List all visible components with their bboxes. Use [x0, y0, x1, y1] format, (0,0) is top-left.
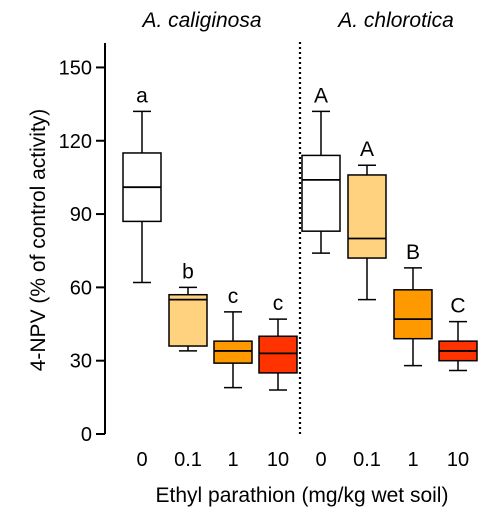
x-tick-label-1-0: 0 — [315, 449, 326, 471]
box-0-2: c — [213, 285, 253, 389]
x-tick-label-0-0: 0 — [136, 449, 147, 471]
x-tick-label-0-3: 10 — [267, 449, 289, 471]
significance-letter: a — [136, 84, 148, 107]
y-tick-label-1: 30 — [70, 351, 92, 373]
box-0-1: b — [168, 260, 208, 352]
x-tick-label-0-1: 0.1 — [174, 449, 202, 471]
x-tick-label-1-1: 0.1 — [353, 449, 381, 471]
boxes: a b c c A A B C — [122, 84, 478, 391]
panel-titles: A. caliginosa A. chlorotica — [140, 9, 453, 32]
box-1-2: B — [393, 241, 433, 367]
box-1-3: C — [438, 295, 478, 372]
panel-title-1: A. chlorotica — [336, 9, 454, 32]
box-iqr — [301, 154, 341, 232]
significance-letter: b — [182, 260, 194, 283]
x-tick-labels: 0 0.1 1 10 0 0.1 1 10 — [136, 449, 469, 471]
x-tick-label-1-3: 10 — [447, 449, 469, 471]
significance-letter: A — [314, 84, 328, 107]
box-0-3: c — [258, 292, 298, 391]
y-tick-label-5: 150 — [59, 57, 92, 79]
panel-title-0: A. caliginosa — [140, 9, 261, 32]
box-iqr — [393, 289, 433, 340]
box-1-1: A — [347, 138, 387, 301]
x-axis-label: Ethyl parathion (mg/kg wet soil) — [156, 484, 449, 507]
x-tick-label-0-2: 1 — [227, 449, 238, 471]
y-tick-label-3: 90 — [70, 204, 92, 226]
significance-letter: c — [228, 285, 239, 308]
box-1-0: A — [301, 84, 341, 254]
significance-letter: A — [360, 138, 374, 161]
box-iqr — [213, 340, 253, 364]
box-iqr — [258, 335, 298, 374]
y-tick-label-0: 0 — [81, 424, 92, 446]
significance-letter: C — [450, 295, 465, 318]
y-tick-label-2: 60 — [70, 277, 92, 299]
y-tick-label-4: 120 — [59, 131, 92, 153]
y-ticks: 0 30 60 90 120 150 — [59, 57, 105, 446]
box-iqr — [347, 174, 387, 259]
y-axis-label: 4-NPV (% of control activity) — [27, 109, 50, 372]
axes — [104, 42, 302, 434]
box-iqr — [168, 293, 208, 347]
x-tick-label-1-2: 1 — [407, 449, 418, 471]
box-0-0: a — [122, 84, 162, 284]
significance-letter: B — [406, 241, 420, 264]
significance-letter: c — [273, 292, 284, 315]
